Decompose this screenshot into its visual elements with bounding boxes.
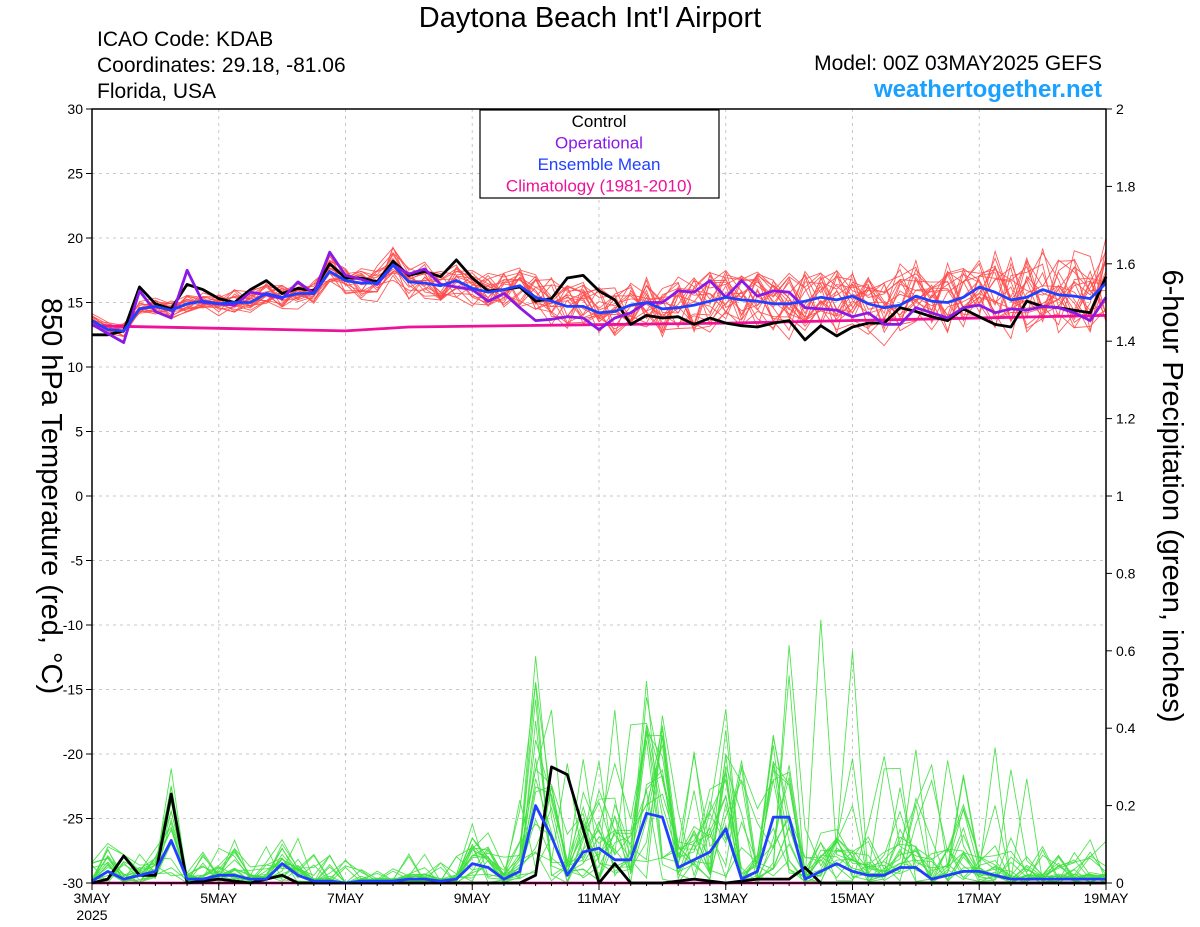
legend-ensemble-mean: Ensemble Mean [538,155,661,174]
ensemble-mean-temperature-line [91,263,1107,333]
tick-label-left: -10 [63,617,83,633]
chart-title: Daytona Beach Int'l Airport [418,2,762,34]
legend: Control Operational Ensemble Mean Climatolo… [479,109,720,199]
coordinates: Coordinates: 29.18, -81.06 [97,54,346,77]
site-link[interactable]: weathertogether.net [873,76,1102,103]
tick-label-x-year: 2025 [76,907,107,923]
tick-label-left: -20 [63,746,83,762]
plot-frame [91,108,1107,884]
tick-label-left: 30 [67,101,83,117]
tick-label-x: 13MAY [703,890,749,906]
icao-code: ICAO Code: KDAB [97,28,274,51]
tick-label-right: 1.8 [1116,178,1136,194]
member-temp-line [91,246,1107,333]
tick-label-right: 1.4 [1116,333,1136,349]
tick-label-right: 0.6 [1116,643,1136,659]
tick-label-left: 10 [67,359,83,375]
operational-temperature-line [91,250,1108,344]
tick-label-left: -30 [63,875,83,891]
tick-label-x: 19MAY [1084,890,1130,906]
tick-label-x: 15MAY [830,890,876,906]
tick-label-right: 1.2 [1116,411,1136,427]
axes: 302520151050-5-10-15-20-25-3021.81.61.41… [35,101,1188,923]
legend-climatology: Climatology (1981-2010) [506,177,692,196]
legend-operational: Operational [555,134,643,153]
legend-box [479,109,720,199]
member-precip-line [91,734,1107,884]
member-temp-line [91,259,1107,334]
control-temperature-line [92,258,1108,342]
model-run: Model: 00Z 03MAY2025 GEFS [814,52,1102,75]
tick-label-x: 7MAY [327,890,365,906]
y-axis-label-left: 850 hPa Temperature (red, °C) [35,298,67,694]
tick-label-right: 0.4 [1116,720,1136,736]
ensemble-mean-precipitation-line [91,804,1106,885]
tick-label-left: -15 [63,682,83,698]
tick-label-x: 3MAY [73,890,111,906]
tick-label-left: 15 [67,295,83,311]
tick-label-left: 0 [75,488,83,504]
tick-label-right: 0.2 [1116,798,1136,814]
grid [92,109,1106,883]
tick-label-left: 25 [67,166,83,182]
member-precip-line [91,645,1107,884]
region: Florida, USA [97,80,217,103]
tick-label-right: 1 [1116,488,1124,504]
legend-control: Control [572,112,627,131]
control-precipitation-line [91,765,1106,885]
member-temp-line [91,257,1107,329]
tick-label-x: 17MAY [957,890,1003,906]
tick-label-right: 0.8 [1116,565,1136,581]
tick-label-x: 11MAY [577,890,621,906]
tick-label-left: 20 [67,230,83,246]
tick-label-right: 1.6 [1116,256,1136,272]
tick-label-x: 9MAY [454,890,492,906]
tick-label-left: -5 [71,553,84,569]
tick-label-right: 2 [1116,101,1124,117]
tick-label-right: 0 [1116,875,1124,891]
tick-label-left: 5 [75,424,83,440]
climatology-1981-2010-temperature-line [91,314,1107,333]
member-precip-line [91,764,1107,884]
tick-label-x: 5MAY [200,890,238,906]
tick-label-left: -25 [63,811,83,827]
member-precip-line [91,735,1107,884]
y-axis-label-right: 6-hour Precipitation (green, inches) [1156,270,1188,723]
